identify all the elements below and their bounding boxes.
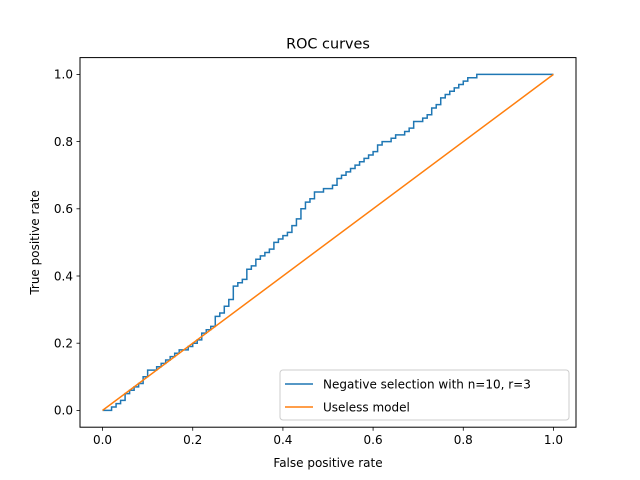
y-axis-ticks: 0.0 0.2 0.4 0.6 0.8 1.0 — [54, 68, 80, 418]
y-axis-label: True positive rate — [28, 190, 42, 296]
series-layer — [102, 73, 554, 412]
y-tick-label: 0.6 — [54, 202, 73, 216]
y-tick-label: 0.4 — [54, 269, 73, 283]
x-tick-label: 0.8 — [454, 433, 473, 447]
plot-frame — [79, 57, 577, 428]
x-axis-ticks: 0.0 0.2 0.4 0.6 0.8 1.0 — [93, 427, 563, 447]
x-tick-label: 0.4 — [273, 433, 292, 447]
x-tick-label: 0.6 — [364, 433, 383, 447]
y-tick-label: 0.2 — [54, 337, 73, 351]
legend-label-useless-model: Useless model — [323, 401, 410, 415]
y-tick-label: 1.0 — [54, 68, 73, 82]
y-tick-label: 0.0 — [54, 404, 73, 418]
y-tick-label: 0.8 — [54, 135, 73, 149]
x-tick-label: 0.2 — [183, 433, 202, 447]
legend-box — [279, 369, 570, 421]
chart-title: ROC curves — [286, 37, 370, 53]
x-tick-label: 1.0 — [544, 433, 563, 447]
legend: Negative selection with n=10, r=3 Useles… — [279, 369, 570, 421]
useless-model-line — [102, 73, 554, 412]
x-axis-label: False positive rate — [273, 456, 382, 470]
x-tick-label: 0.0 — [93, 433, 112, 447]
legend-label-negative-selection: Negative selection with n=10, r=3 — [323, 378, 531, 392]
